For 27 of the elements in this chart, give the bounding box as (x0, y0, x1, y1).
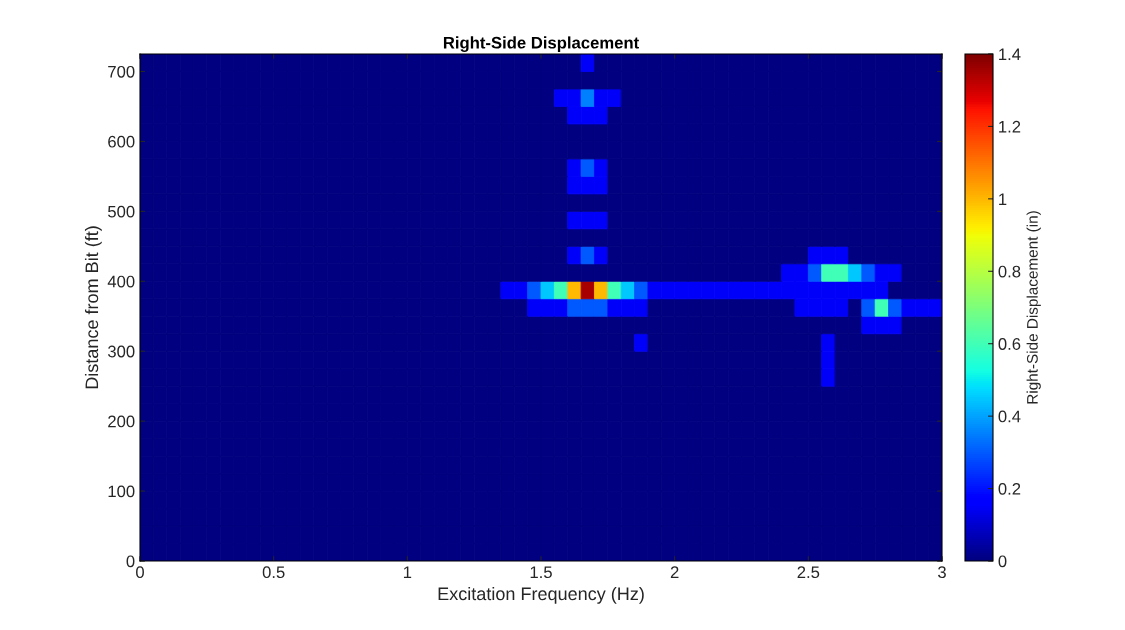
x-tick-label: 1.5 (530, 566, 552, 579)
y-tick-label: 200 (108, 415, 135, 428)
y-axis-title: Distance from Bit (ft) (84, 226, 102, 389)
y-tick-label: 600 (108, 135, 135, 148)
color-bar-label: 0.2 (998, 482, 1021, 495)
y-tick-label: 100 (108, 485, 135, 498)
chart-title: Right-Side Displacement (443, 36, 639, 52)
x-tick-label: 0 (136, 566, 144, 579)
y-tick-label: 700 (108, 65, 135, 78)
x-tick-label: 0.5 (262, 566, 285, 579)
color-bar-label: 0.6 (998, 338, 1021, 350)
color-bar-label: 1 (999, 193, 1007, 205)
y-tick-label: 500 (108, 205, 135, 218)
y-tick-label: 0 (126, 555, 135, 568)
x-tick-label: 2.5 (797, 566, 820, 579)
x-tick-label: 3 (938, 566, 946, 579)
x-tick-label: 2 (670, 566, 679, 578)
x-tick-label: 1 (403, 566, 412, 578)
y-tick-label: 300 (107, 345, 135, 358)
y-tick-label: 400 (107, 275, 135, 288)
color-bar-label: 0.4 (998, 410, 1021, 423)
color-bar-label: 1.2 (999, 120, 1021, 133)
x-axis-title: Excitation Frequency (Hz) (438, 586, 644, 604)
color-bar-label: 0 (998, 555, 1007, 568)
color-bar-label: 1.4 (999, 48, 1021, 61)
color-bar-title: Right-Side Displacement (in) (1026, 211, 1041, 404)
color-bar-label: 0.8 (998, 265, 1021, 278)
